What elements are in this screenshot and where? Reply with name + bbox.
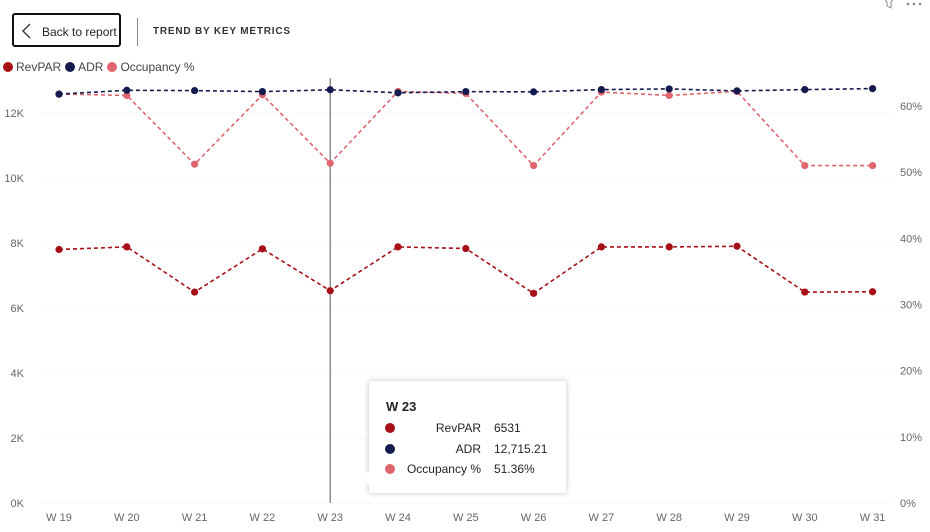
series-line-revpar bbox=[58, 245, 873, 295]
data-point-adr bbox=[733, 87, 741, 95]
data-point-revpar bbox=[733, 242, 741, 250]
y-right-tick-label: 0% bbox=[900, 498, 916, 510]
data-point-revpar bbox=[326, 287, 334, 295]
tooltip-value-revpar: 6531 bbox=[494, 421, 521, 435]
tooltip-label-occupancy: Occupancy % bbox=[406, 462, 481, 476]
x-tick-label: W 27 bbox=[589, 512, 615, 524]
x-tick-label: W 20 bbox=[114, 512, 140, 524]
x-tick-label: W 25 bbox=[453, 512, 479, 524]
legend-item-occupancy[interactable]: Occupancy % bbox=[107, 60, 195, 74]
tooltip-label-revpar: RevPAR bbox=[435, 421, 481, 435]
legend-label-revpar: RevPAR bbox=[16, 60, 62, 74]
y-right-tick-label: 10% bbox=[900, 432, 922, 444]
y-right-tick-label: 40% bbox=[900, 233, 922, 245]
filter-icon[interactable] bbox=[882, 0, 896, 9]
y-left-tick-label: 8K bbox=[11, 238, 25, 250]
legend-label-adr: ADR bbox=[78, 60, 104, 74]
y-left-tick-label: 10K bbox=[4, 173, 24, 185]
legend-dot-adr bbox=[65, 62, 76, 72]
tooltip-dot-revpar bbox=[385, 423, 395, 433]
header-divider bbox=[137, 18, 138, 46]
data-point-revpar bbox=[530, 289, 538, 297]
data-point-adr bbox=[123, 86, 131, 94]
data-point-occupancy bbox=[869, 161, 877, 170]
data-point-adr bbox=[665, 85, 673, 93]
x-tick-label: W 19 bbox=[46, 512, 72, 524]
y-left-tick-label: 0K bbox=[11, 498, 25, 510]
data-point-adr bbox=[326, 86, 334, 94]
legend-item-revpar[interactable]: RevPAR bbox=[3, 60, 61, 74]
data-point-revpar bbox=[394, 243, 402, 251]
chevron-left-icon bbox=[22, 23, 31, 39]
page-title: TREND BY KEY METRICS bbox=[153, 26, 291, 37]
data-point-occupancy bbox=[665, 91, 673, 100]
data-point-occupancy bbox=[123, 91, 131, 100]
x-tick-label: W 30 bbox=[792, 512, 818, 524]
back-to-report-button[interactable]: Back to report bbox=[12, 13, 121, 47]
data-point-revpar bbox=[597, 243, 606, 251]
data-point-revpar bbox=[801, 288, 809, 296]
data-point-adr bbox=[801, 86, 809, 94]
data-point-occupancy bbox=[326, 159, 334, 167]
y-right-tick-label: 50% bbox=[900, 167, 922, 179]
data-point-adr bbox=[191, 86, 199, 95]
tooltip-pointer bbox=[361, 471, 369, 485]
tooltip-label-adr: ADR bbox=[455, 442, 481, 456]
tooltip-value-occupancy: 51.36% bbox=[494, 462, 535, 476]
chart-legend: RevPAR ADR Occupancy % bbox=[3, 60, 199, 74]
x-tick-label: W 24 bbox=[385, 512, 411, 524]
tooltip-dot-occupancy bbox=[385, 464, 395, 474]
x-tick-label: W 22 bbox=[250, 512, 276, 524]
tooltip-title: W 23 bbox=[386, 399, 417, 414]
y-left-tick-label: 2K bbox=[11, 433, 25, 445]
data-point-adr bbox=[530, 88, 538, 96]
y-right-tick-label: 60% bbox=[900, 101, 922, 113]
data-point-revpar bbox=[869, 288, 877, 296]
data-point-revpar bbox=[665, 243, 673, 251]
data-point-revpar bbox=[462, 244, 470, 253]
data-point-occupancy bbox=[191, 160, 199, 168]
data-point-adr bbox=[55, 90, 63, 98]
data-point-adr bbox=[869, 85, 877, 93]
more-options-icon[interactable] bbox=[906, 2, 922, 6]
data-point-adr bbox=[597, 86, 606, 94]
data-point-occupancy bbox=[530, 161, 538, 170]
data-point-adr bbox=[258, 87, 266, 96]
data-tooltip: W 23 RevPAR 6531 ADR 12,715.21 Occupancy… bbox=[361, 381, 566, 493]
data-point-occupancy bbox=[801, 161, 809, 170]
tooltip-dot-adr bbox=[385, 444, 395, 454]
x-tick-label: W 28 bbox=[656, 512, 682, 524]
x-tick-label: W 31 bbox=[860, 512, 886, 524]
data-point-revpar bbox=[55, 245, 63, 254]
tooltip-value-adr: 12,715.21 bbox=[494, 442, 548, 456]
x-tick-label: W 23 bbox=[317, 512, 343, 524]
y-left-tick-label: 6K bbox=[11, 303, 25, 315]
x-tick-label: W 29 bbox=[724, 512, 750, 524]
visual-header-icons bbox=[882, 0, 922, 9]
series-line-occupancy bbox=[58, 90, 873, 167]
data-point-adr bbox=[462, 87, 470, 96]
x-tick-label: W 26 bbox=[521, 512, 547, 524]
y-right-tick-label: 30% bbox=[900, 300, 922, 312]
data-point-adr bbox=[394, 89, 402, 97]
data-point-revpar bbox=[191, 288, 199, 296]
x-tick-label: W 21 bbox=[182, 512, 208, 524]
y-left-tick-label: 4K bbox=[11, 368, 25, 380]
data-point-revpar bbox=[258, 245, 266, 253]
y-right-tick-label: 20% bbox=[900, 366, 922, 378]
legend-item-adr[interactable]: ADR bbox=[65, 60, 103, 74]
legend-dot-revpar bbox=[3, 62, 13, 72]
back-button-label: Back to report bbox=[42, 25, 117, 39]
legend-label-occupancy: Occupancy % bbox=[120, 60, 195, 74]
legend-dot-occupancy bbox=[107, 62, 118, 72]
y-left-tick-label: 12K bbox=[4, 108, 24, 120]
data-point-revpar bbox=[123, 243, 131, 251]
